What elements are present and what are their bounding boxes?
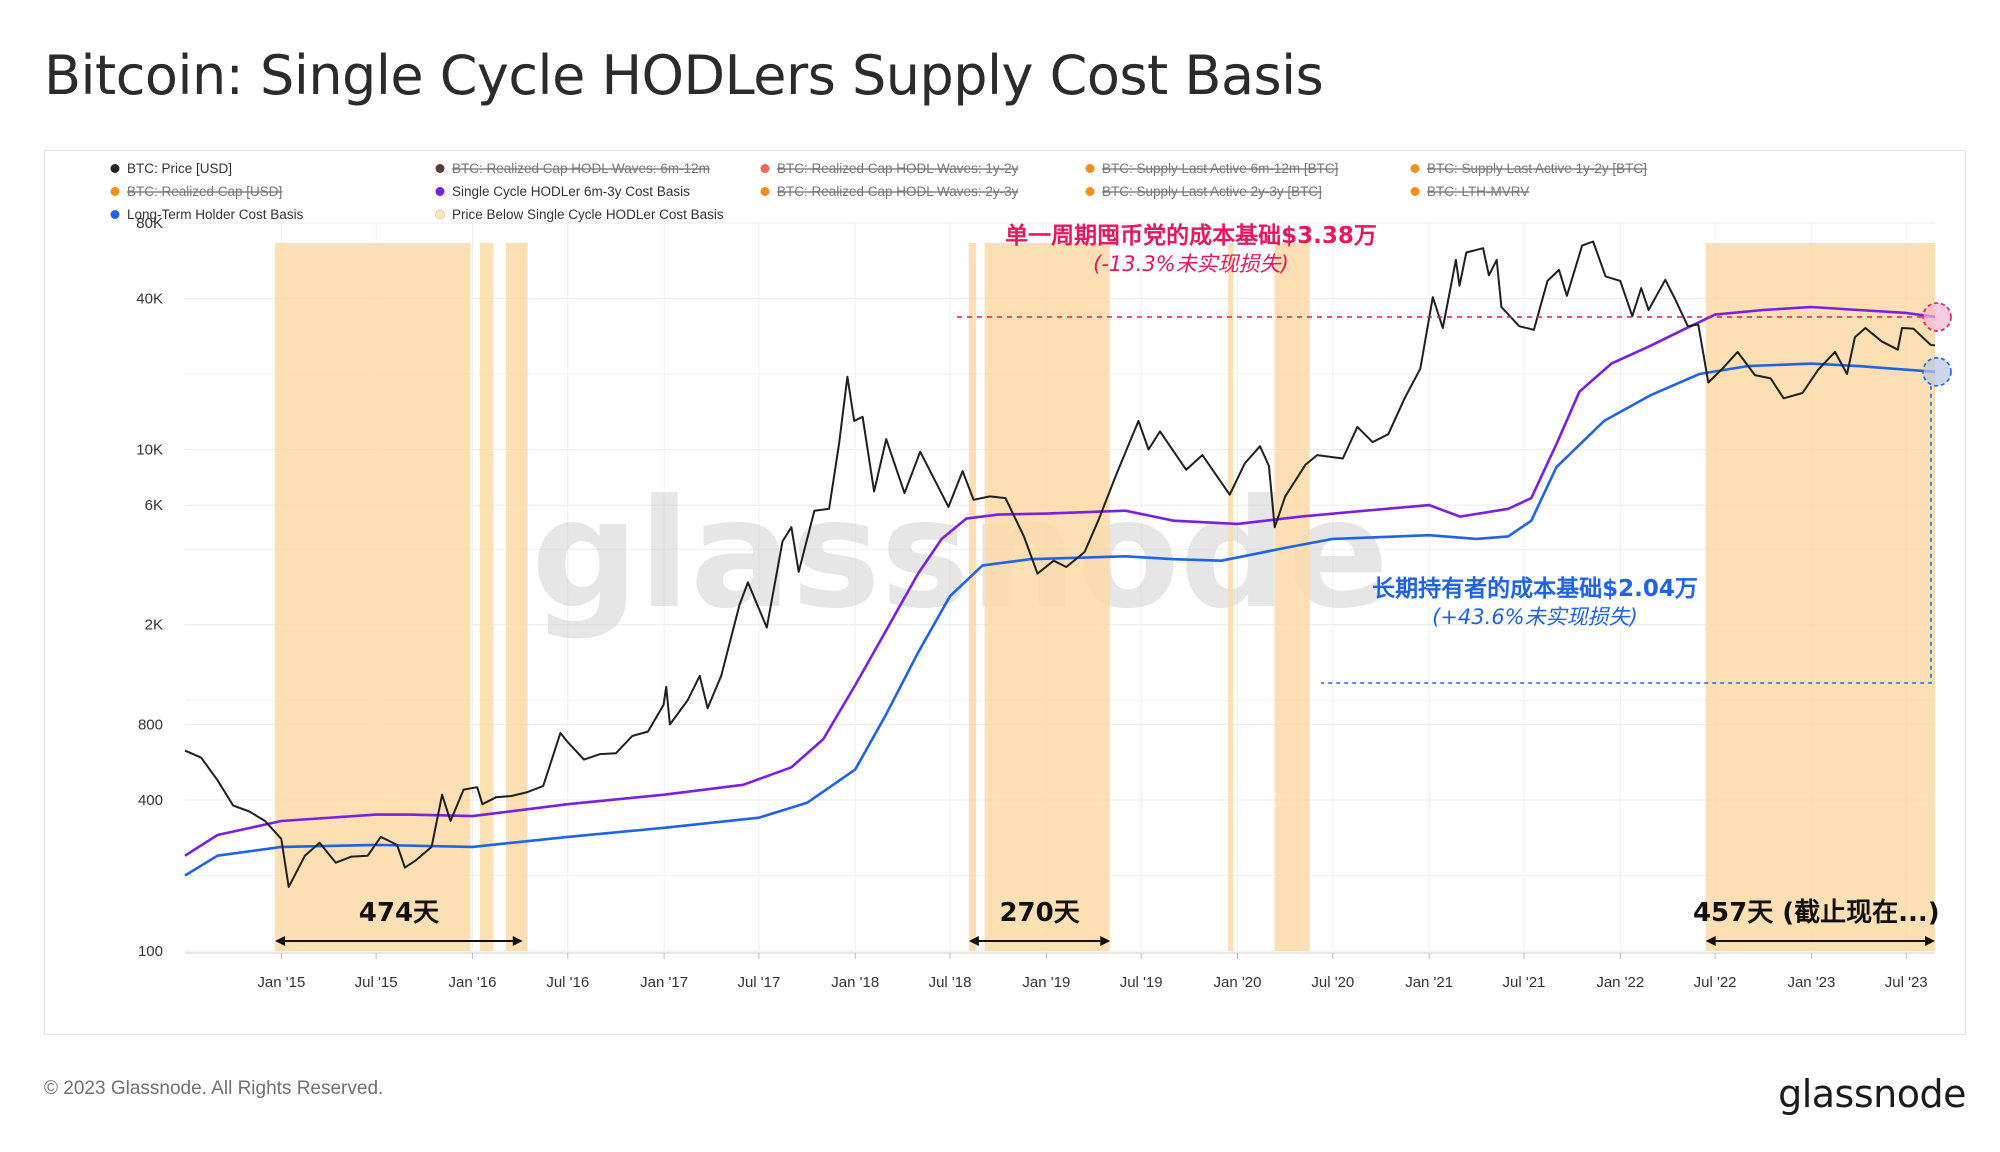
chart-panel: glassnode 100 400 800 2K 6K 10K 40K 80K Jan '15 Ju… xyxy=(44,150,1966,1035)
shaded-region xyxy=(275,243,471,951)
period-arrowhead xyxy=(1925,936,1935,946)
y-tick-label: 40K xyxy=(136,290,163,307)
brand-logo[interactable]: glassnode xyxy=(1778,1072,1966,1116)
y-tick-label: 100 xyxy=(138,943,163,960)
lth-cost-basis-line xyxy=(184,362,1936,877)
shaded-region xyxy=(984,243,1110,951)
legend-item[interactable]: BTC: Realized Cap HODL Waves: 1y-2y xyxy=(760,161,1019,176)
y-tick-label: 10K xyxy=(136,441,163,458)
lth-level-line xyxy=(1321,385,1932,684)
x-tick-label: Jan '17 xyxy=(640,974,688,991)
page-title: Bitcoin: Single Cycle HODLers Supply Cos… xyxy=(44,44,1324,107)
legend-label: BTC: Supply Last Active 2y-3y [BTC] xyxy=(1102,184,1322,199)
chart-canvas[interactable]: glassnode 100 400 800 2K 6K 10K 40K 80K Jan '15 Ju… xyxy=(45,151,1965,1034)
period-label-2022: 457天 (截止现在...) xyxy=(1693,898,1940,928)
period-arrowhead xyxy=(1100,936,1111,946)
period-arrowhead xyxy=(512,936,523,946)
shaded-region xyxy=(968,243,977,951)
shaded-region xyxy=(1705,243,1935,951)
shaded-region xyxy=(479,243,494,951)
legend-label: BTC: LTH-MVRV xyxy=(1427,184,1529,199)
legend-marker xyxy=(1410,187,1420,196)
y-tick-label: 800 xyxy=(138,717,163,734)
lth-marker xyxy=(1922,357,1952,387)
single-cycle-annotation-note: (-13.3%未实现损失) xyxy=(1093,252,1289,276)
x-tick-label: Jul '18 xyxy=(929,974,972,991)
x-tick-label: Jul '16 xyxy=(546,974,589,991)
single-cycle-annotation-title: 单一周期囤币党的成本基础$3.38万 xyxy=(1005,222,1377,249)
legend-marker xyxy=(435,164,445,173)
x-tick-label: Jan '20 xyxy=(1214,974,1262,991)
x-tick-label: Jan '22 xyxy=(1596,974,1644,991)
period-label-2015: 474天 xyxy=(359,898,439,928)
legend-item[interactable]: Single Cycle HODLer 6m-3y Cost Basis xyxy=(435,184,691,199)
x-tick-label: Jul '22 xyxy=(1694,974,1737,991)
period-arrowhead xyxy=(968,936,979,946)
legend-item[interactable]: BTC: LTH-MVRV xyxy=(1410,184,1530,199)
watermark-text: glassnode xyxy=(531,468,1389,642)
legend-label: BTC: Supply Last Active 6m-12m [BTC] xyxy=(1102,161,1338,176)
legend-marker xyxy=(110,164,120,173)
x-tick-label: Jul '20 xyxy=(1311,974,1354,991)
y-tick-label: 80K xyxy=(136,215,163,232)
legend-label: BTC: Realized Cap HODL Waves: 1y-2y xyxy=(777,161,1019,176)
x-tick-label: Jan '15 xyxy=(257,974,305,991)
legend-item[interactable]: BTC: Supply Last Active 1y-2y [BTC] xyxy=(1410,161,1647,176)
legend-item[interactable]: Price Below Single Cycle HODLer Cost Bas… xyxy=(435,207,724,222)
x-tick-label: Jul '15 xyxy=(355,974,398,991)
legend-item[interactable]: BTC: Price [USD] xyxy=(110,161,233,176)
legend-label: BTC: Realized Cap [USD] xyxy=(127,184,282,199)
legend-label: Price Below Single Cycle HODLer Cost Bas… xyxy=(452,207,724,222)
legend-label: BTC: Realized Cap HODL Waves: 6m-12m xyxy=(452,161,710,176)
shaded-region xyxy=(1274,243,1310,951)
x-tick-label: Jul '19 xyxy=(1120,974,1163,991)
y-tick-label: 6K xyxy=(145,497,163,514)
shaded-region xyxy=(1228,243,1234,951)
x-tick-label: Jul '17 xyxy=(737,974,780,991)
x-tick-label: Jan '21 xyxy=(1405,974,1453,991)
x-tick-label: Jan '18 xyxy=(831,974,879,991)
x-tick-label: Jan '16 xyxy=(449,974,497,991)
legend-item[interactable]: BTC: Realized Cap [USD] xyxy=(110,184,283,199)
period-arrowhead xyxy=(275,936,286,946)
legend-label: BTC: Realized Cap HODL Waves: 2y-3y xyxy=(777,184,1019,199)
legend-label: BTC: Supply Last Active 1y-2y [BTC] xyxy=(1427,161,1647,176)
legend-marker xyxy=(110,187,120,196)
legend-item[interactable]: BTC: Realized Cap HODL Waves: 2y-3y xyxy=(760,184,1019,199)
lth-annotation-note: (+43.6%未实现损失) xyxy=(1432,605,1638,629)
legend-marker xyxy=(110,210,120,219)
legend-label: BTC: Price [USD] xyxy=(127,161,232,176)
legend-marker xyxy=(1085,164,1095,173)
period-arrowhead xyxy=(1705,936,1716,946)
period-label-2018: 270天 xyxy=(999,898,1079,928)
y-tick-label: 2K xyxy=(145,617,163,634)
legend-marker xyxy=(1085,187,1095,196)
copyright-text: © 2023 Glassnode. All Rights Reserved. xyxy=(44,1078,384,1099)
legend-marker xyxy=(435,209,445,220)
x-tick-label: Jan '23 xyxy=(1787,974,1835,991)
x-tick-label: Jan '19 xyxy=(1022,974,1070,991)
legend-label: Long-Term Holder Cost Basis xyxy=(127,207,304,222)
legend-item[interactable]: BTC: Realized Cap HODL Waves: 6m-12m xyxy=(435,161,710,176)
legend-label: Single Cycle HODLer 6m-3y Cost Basis xyxy=(452,184,690,199)
legend-marker xyxy=(1410,164,1420,173)
x-tick-label: Jul '23 xyxy=(1885,974,1928,991)
lth-annotation-title: 长期持有者的成本基础$2.04万 xyxy=(1372,575,1698,602)
price-line xyxy=(184,240,1936,888)
single-cycle-marker xyxy=(1922,302,1952,332)
shaded-region xyxy=(505,243,528,951)
legend-marker xyxy=(760,187,770,196)
legend-item[interactable]: BTC: Supply Last Active 6m-12m [BTC] xyxy=(1085,161,1339,176)
y-tick-label: 400 xyxy=(138,792,163,809)
x-tick-label: Jul '21 xyxy=(1502,974,1545,991)
legend-item[interactable]: BTC: Supply Last Active 2y-3y [BTC] xyxy=(1085,184,1322,199)
legend-marker xyxy=(435,187,445,196)
legend-marker xyxy=(760,164,770,173)
legend-item[interactable]: Long-Term Holder Cost Basis xyxy=(110,207,304,222)
single-cycle-cost-basis-line xyxy=(184,305,1936,857)
